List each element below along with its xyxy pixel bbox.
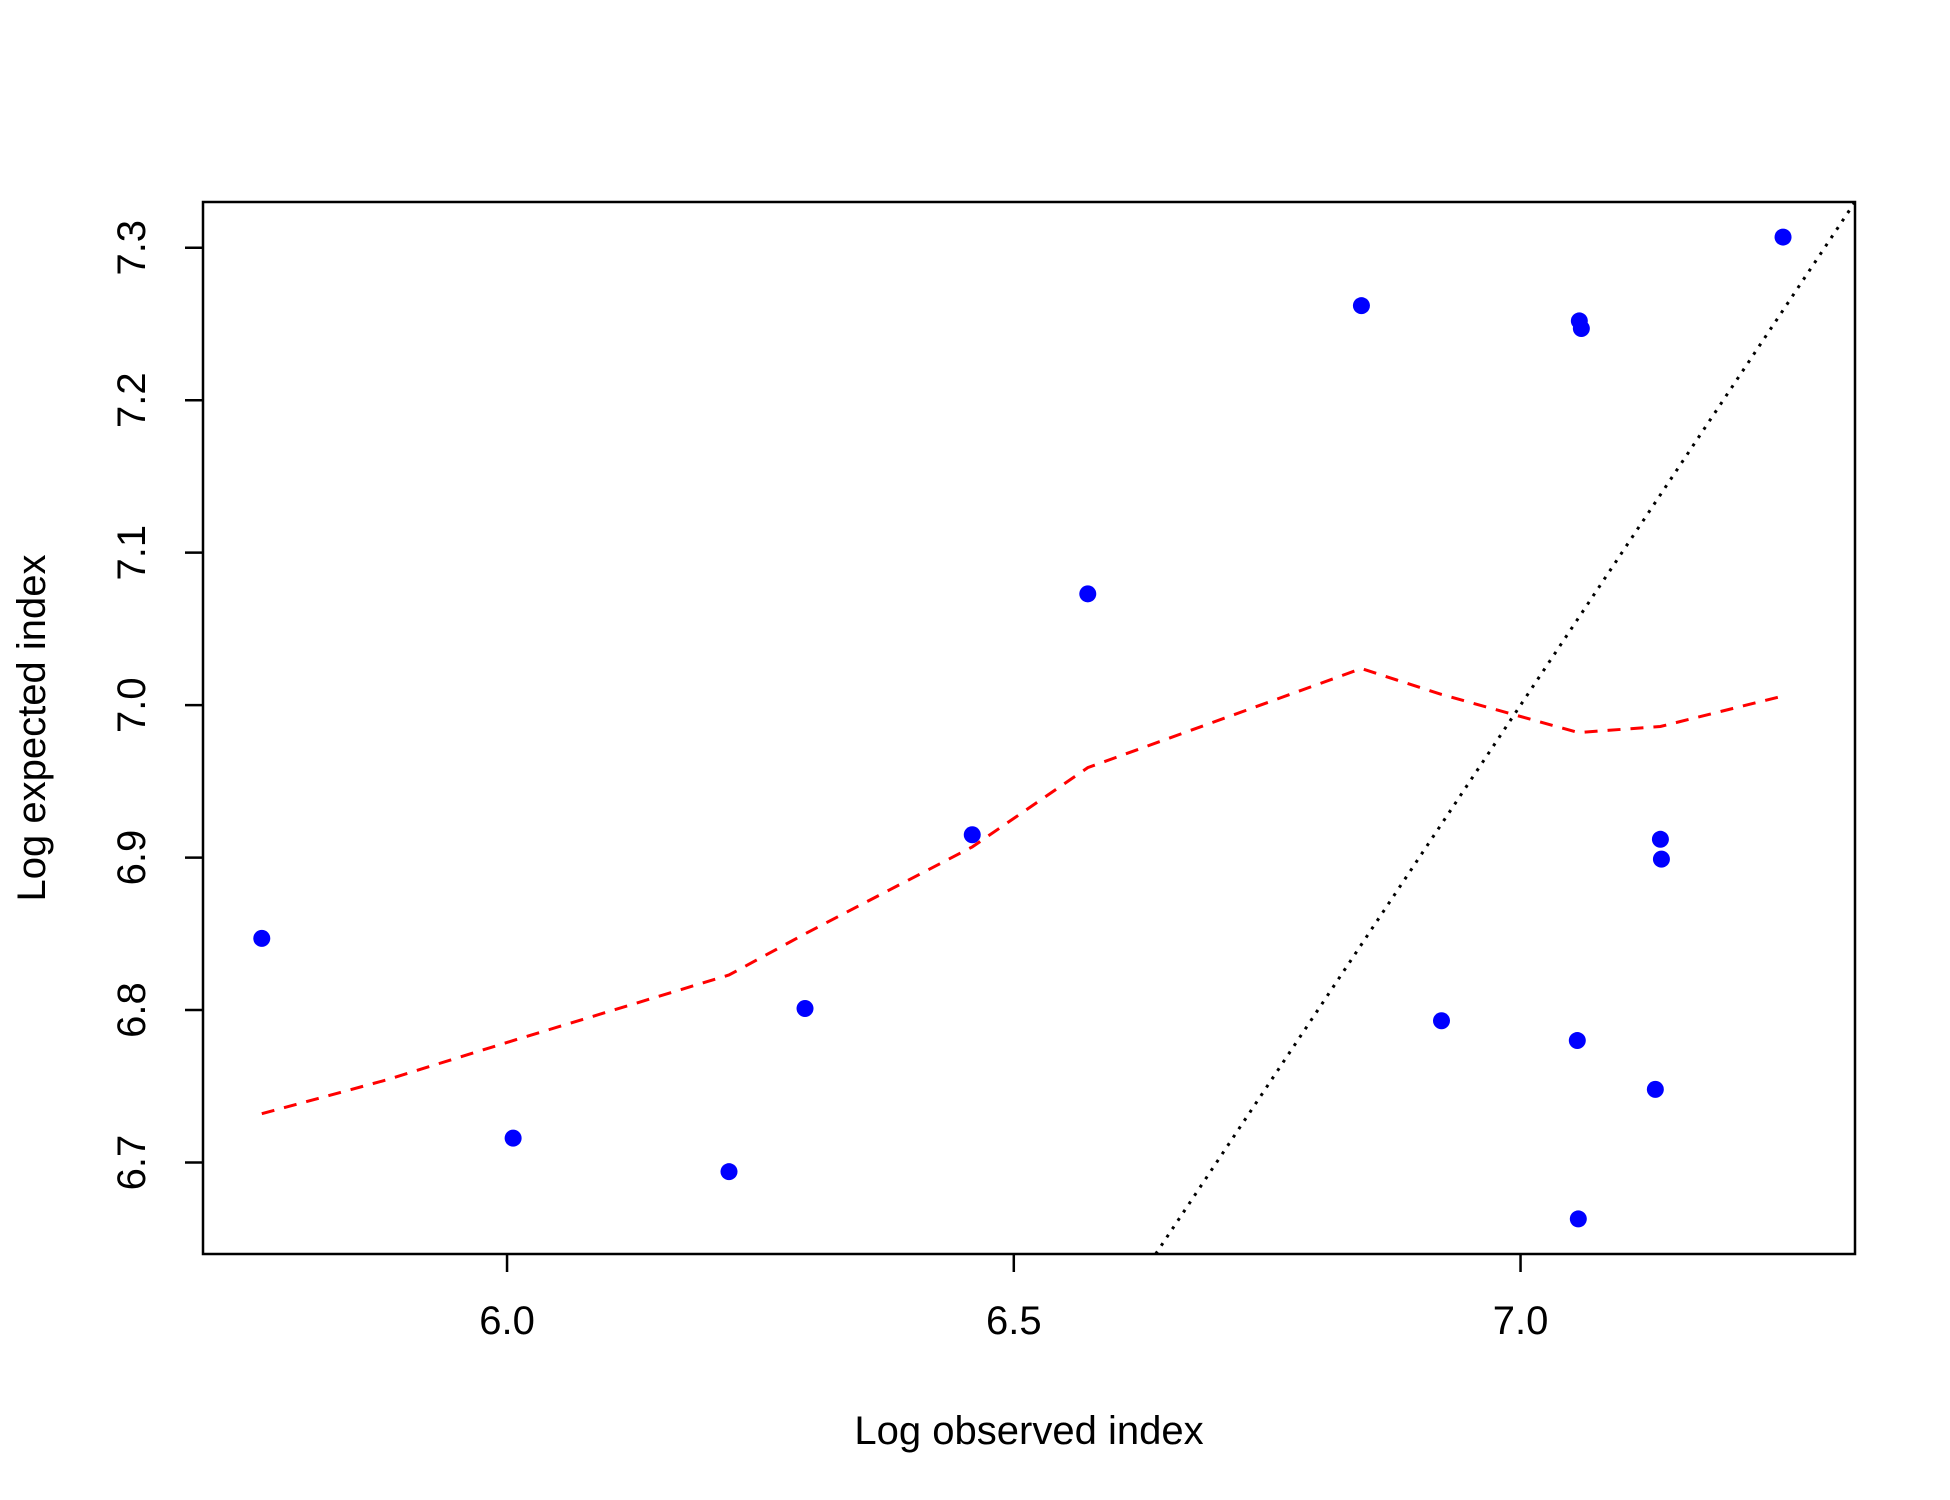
x-tick-label: 6.0 xyxy=(479,1299,535,1343)
x-axis-title: Log observed index xyxy=(854,1409,1203,1453)
y-axis: 6.7 6.8 6.9 7.0 7.1 7.2 7.3 xyxy=(110,220,203,1190)
data-point xyxy=(963,826,981,844)
x-tick-label: 7.0 xyxy=(1493,1299,1549,1343)
y-tick-label: 6.8 xyxy=(110,982,154,1038)
y-tick-label: 7.2 xyxy=(110,372,154,428)
y-tick-label: 7.1 xyxy=(110,525,154,581)
plot-frame xyxy=(201,200,1857,1256)
x-axis: 6.0 6.5 7.0 xyxy=(479,1254,1548,1343)
data-point xyxy=(1774,228,1792,246)
reference-line-layer xyxy=(1154,202,1855,1254)
data-point xyxy=(1568,1032,1586,1050)
y-axis-title: Log expected index xyxy=(10,555,54,902)
y-tick-label: 7.0 xyxy=(110,677,154,733)
data-point xyxy=(1652,850,1670,868)
data-point xyxy=(1572,320,1590,338)
data-point xyxy=(1646,1080,1664,1098)
data-point xyxy=(796,1000,814,1018)
reference-line xyxy=(1154,202,1855,1254)
smooth-line-layer xyxy=(261,666,1784,1116)
data-point xyxy=(253,929,271,947)
smooth-line xyxy=(261,666,1784,1116)
data-point xyxy=(1651,830,1669,848)
x-tick-label: 6.5 xyxy=(986,1299,1042,1343)
data-point xyxy=(1352,297,1370,315)
data-point xyxy=(1079,585,1097,603)
data-point xyxy=(1569,1210,1587,1228)
data-point xyxy=(720,1163,738,1181)
y-tick-label: 6.7 xyxy=(110,1135,154,1191)
points-layer xyxy=(253,228,1792,1228)
data-point xyxy=(1432,1012,1450,1030)
y-tick-label: 6.9 xyxy=(110,830,154,886)
data-point xyxy=(504,1129,522,1147)
y-tick-label: 7.3 xyxy=(110,220,154,276)
